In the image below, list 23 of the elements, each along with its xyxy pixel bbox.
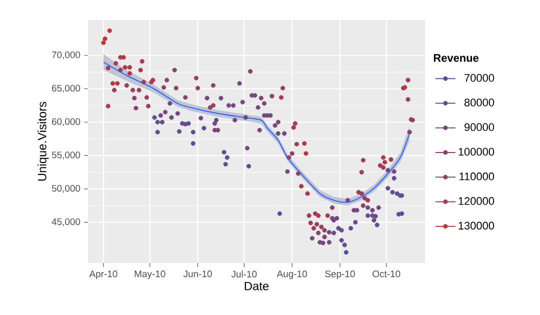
legend-label: 120000: [458, 197, 494, 205]
x-tick-label: Oct-10: [372, 270, 400, 278]
x-tick-label: Aug-10: [276, 270, 307, 280]
x-tick-label: May-10: [134, 270, 166, 280]
x-tick-label: Sep-10: [325, 270, 355, 280]
y-tick-label: 45,000: [52, 218, 80, 226]
legend-label: 90000: [464, 123, 494, 132]
y-tick-label: 70,000: [52, 51, 80, 60]
y-tick-label: 60,000: [52, 118, 80, 126]
x-tick-label: Jun-10: [183, 270, 212, 278]
y-tick-label: 55,000: [52, 152, 80, 160]
legend-label: 110000: [460, 172, 494, 180]
legend-label: 130000: [458, 222, 494, 230]
y-tick-label: 65,000: [52, 84, 80, 93]
legend-label: 80000: [464, 98, 494, 106]
legend-label: 100000: [458, 148, 494, 156]
y-axis-title: Unique.Visitors: [38, 102, 49, 181]
y-tick-label: 50,000: [52, 184, 80, 193]
x-axis-title: Date: [244, 282, 269, 290]
legend-label: 70000: [464, 74, 494, 82]
x-tick-label: Jul-10: [231, 270, 257, 278]
legend-title: Revenue: [434, 54, 479, 62]
x-tick-label: Apr-10: [89, 270, 118, 280]
